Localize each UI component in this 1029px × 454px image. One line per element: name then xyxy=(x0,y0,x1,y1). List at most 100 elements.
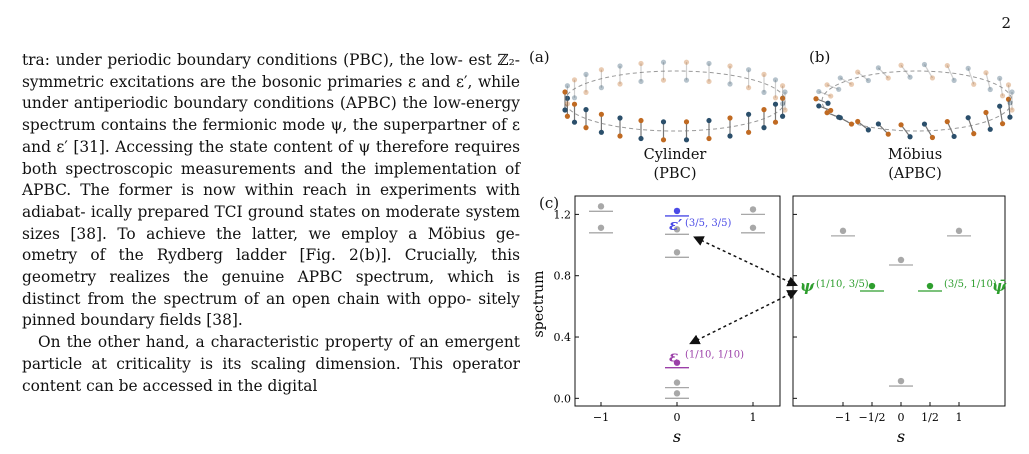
epsilon-label-weights: (1/10, 1/10) xyxy=(685,350,744,361)
atom-dot xyxy=(779,101,786,107)
atom-dot xyxy=(598,85,604,91)
atom-dot xyxy=(638,135,644,142)
atom-dot xyxy=(583,71,589,77)
energy-level-point xyxy=(839,227,847,235)
panel-a-letter: (a) xyxy=(529,48,550,66)
text-line: former is now within reach in experiment… xyxy=(22,181,520,221)
atom-dot xyxy=(1005,82,1012,88)
text-line: This operator content can be accessed in… xyxy=(22,354,520,395)
atom-dot xyxy=(836,86,842,92)
atom-dot xyxy=(727,81,733,87)
atom-dot xyxy=(921,121,928,127)
rung xyxy=(1007,84,1011,103)
text-line: sitely pinned boundary fields [38]. xyxy=(22,289,520,330)
atom-dot xyxy=(727,63,733,69)
rung xyxy=(985,72,991,90)
text-line: geometry realizes the genuine APBC spect… xyxy=(22,268,520,287)
left-x-axis-label: s xyxy=(673,427,681,446)
atom-dot xyxy=(660,119,667,125)
arrow-psi-to-eps-prime xyxy=(693,236,798,287)
atom-dot xyxy=(727,133,733,139)
energy-level-point xyxy=(597,224,605,231)
rung xyxy=(818,91,831,97)
caption-boundary: (PBC) xyxy=(653,166,697,182)
text-line: ically prepared TCI ground states on mod… xyxy=(90,202,520,221)
atom-dot xyxy=(929,134,936,141)
atom-dot xyxy=(898,62,904,68)
atom-dot xyxy=(660,77,667,83)
epsilon-label-symbol: ε xyxy=(669,348,678,366)
energy-level-point xyxy=(897,256,905,264)
caption-geometry: Möbius xyxy=(887,147,943,163)
atom-dot xyxy=(617,133,623,139)
atom-dot xyxy=(885,75,891,81)
atom-dot xyxy=(571,101,578,107)
psi-label-symbol: ψ xyxy=(800,277,815,295)
atom-dot xyxy=(617,115,623,121)
energy-level-point xyxy=(749,206,757,213)
text-line: (APBC) the low-energy spectrum contains … xyxy=(22,94,520,135)
atom-dot xyxy=(683,59,690,65)
text-line: mode ψ, the superpartner of ε and ε′ [31… xyxy=(22,116,520,156)
atom-dot xyxy=(683,77,690,83)
atom-dot xyxy=(761,71,767,77)
atom-dot xyxy=(921,61,928,68)
rung xyxy=(839,77,852,85)
atom-dot xyxy=(813,96,819,102)
psibar-label-symbol: ψ̄ xyxy=(992,277,1007,295)
atom-dot xyxy=(828,107,834,114)
atom-dot xyxy=(865,77,871,84)
atom-dot xyxy=(761,89,767,95)
cylinder-ladder-diagram xyxy=(562,59,788,143)
atom-dot xyxy=(816,88,822,95)
atom-dot xyxy=(571,77,578,83)
rung xyxy=(999,106,1004,124)
atom-dot xyxy=(1009,89,1015,95)
atom-dot xyxy=(855,69,861,75)
atom-dot xyxy=(944,119,950,125)
energy-level-point xyxy=(673,226,681,233)
atom-dot xyxy=(583,89,589,95)
atom-dot xyxy=(779,83,786,89)
paragraph-2: On the other hand, a characteristic prop… xyxy=(22,332,520,397)
epsilon-prime-label-weights: (3/5, 3/5) xyxy=(685,218,731,229)
mobius-ladder-diagram xyxy=(813,61,1015,141)
atom-dot xyxy=(562,89,568,95)
x-tick-label: 0 xyxy=(898,411,905,424)
atom-dot xyxy=(782,89,788,95)
atom-dot xyxy=(617,81,623,87)
energy-level-point xyxy=(868,282,876,290)
atom-dot xyxy=(638,60,644,67)
atom-dot xyxy=(983,70,989,76)
atom-dot xyxy=(971,81,977,87)
atom-dot xyxy=(727,115,733,121)
rung xyxy=(967,68,975,85)
energy-level-point xyxy=(673,359,681,366)
epsilon-prime-label-symbol: ε′ xyxy=(669,216,682,234)
atom-dot xyxy=(706,60,712,67)
atom-dot xyxy=(683,119,690,125)
atom-dot xyxy=(761,107,767,113)
atom-dot xyxy=(782,107,788,113)
atom-dot xyxy=(907,74,913,80)
atom-dot xyxy=(965,65,971,71)
atom-dot xyxy=(865,127,871,133)
energy-level-point xyxy=(673,249,681,256)
atom-dot xyxy=(999,121,1006,127)
atom-dot xyxy=(828,93,834,99)
atom-dot xyxy=(836,114,842,120)
atom-dot xyxy=(660,59,667,65)
energy-level-point xyxy=(673,207,681,215)
panel-a-caption: Cylinder (PBC) xyxy=(615,146,735,184)
atom-dot xyxy=(583,107,589,113)
atom-dot xyxy=(816,103,822,109)
atom-dot xyxy=(746,85,752,91)
energy-level-point xyxy=(897,377,905,385)
atom-dot xyxy=(571,119,578,125)
atom-dot xyxy=(885,131,891,137)
atom-dot xyxy=(562,107,568,113)
atom-dot xyxy=(598,129,604,135)
atom-dot xyxy=(772,101,779,107)
x-tick-label: −1/2 xyxy=(859,411,886,424)
atom-dot xyxy=(944,62,950,69)
